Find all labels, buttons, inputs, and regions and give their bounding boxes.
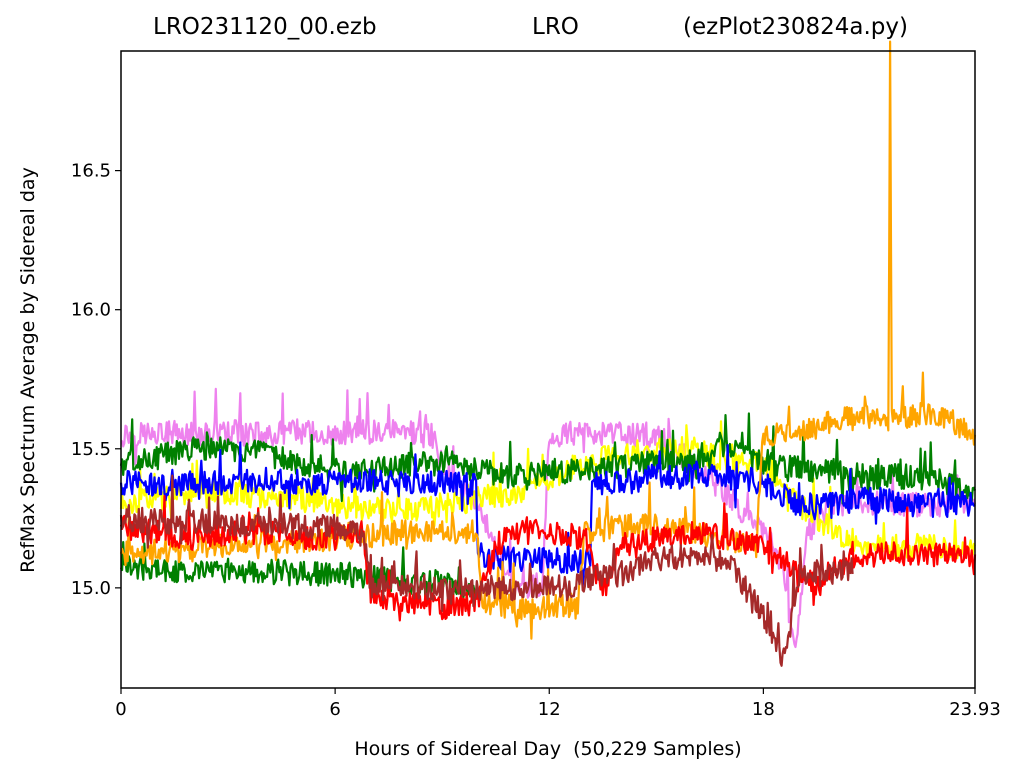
x-tick-label: 0 (115, 699, 126, 720)
plot-frame (120, 50, 976, 689)
x-tick-label: 18 (752, 699, 775, 720)
plot-lines (119, 40, 977, 667)
series-line-6 (119, 40, 977, 640)
y-tick-label: 15.5 (71, 439, 111, 460)
y-tick-label: 15.0 (71, 578, 111, 599)
series-line-8 (119, 474, 854, 667)
x-tick-label: 12 (538, 699, 561, 720)
x-tick-label: 6 (329, 699, 340, 720)
x-axis-label: Hours of Sidereal Day (50,229 Samples) (354, 738, 742, 760)
x-axis: 0 6 12 18 23.93 (115, 688, 1001, 720)
series-line-3 (119, 412, 977, 505)
y-axis: 15.0 15.5 16.0 16.5 (71, 161, 121, 599)
title-station: LRO (532, 14, 579, 40)
y-axis-label: RefMax Spectrum Average by Sidereal day (17, 167, 39, 573)
title-filename: LRO231120_00.ezb (153, 14, 377, 40)
series-line-2 (119, 420, 976, 560)
y-tick-label: 16.0 (71, 300, 111, 321)
y-tick-label: 16.5 (71, 161, 111, 182)
x-tick-label: 23.93 (949, 699, 1001, 720)
title-script: (ezPlot230824a.py) (683, 14, 908, 40)
